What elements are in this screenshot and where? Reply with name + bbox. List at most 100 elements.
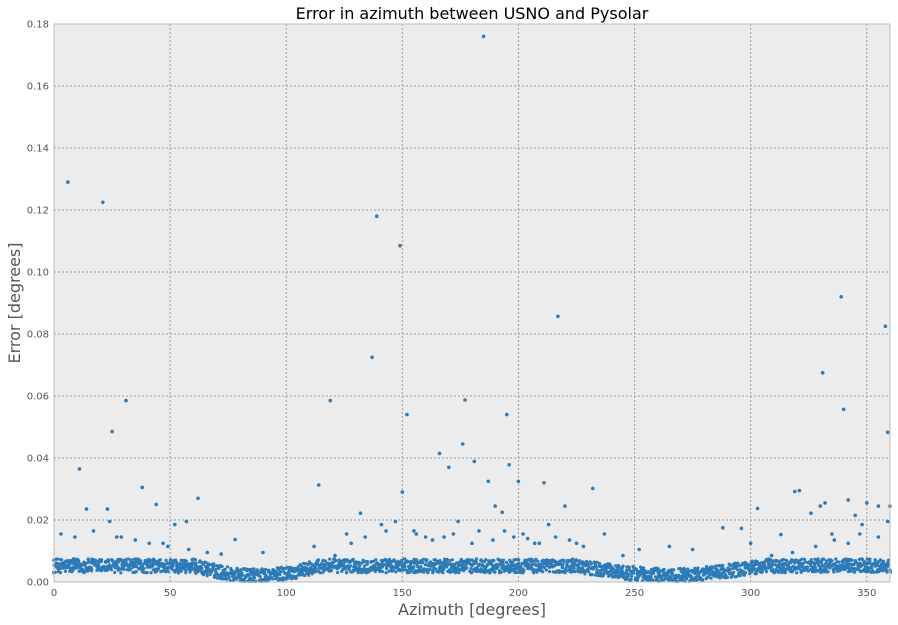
baseline-point: [783, 562, 788, 566]
baseline-point: [314, 567, 318, 571]
scatter-point: [398, 243, 402, 248]
baseline-point: [300, 569, 304, 573]
grid-lines: [54, 24, 890, 582]
baseline-point: [846, 564, 850, 569]
baseline-point: [518, 567, 522, 571]
baseline-point: [328, 557, 332, 561]
baseline-point: [474, 557, 479, 561]
scatter-point: [147, 541, 151, 546]
baseline-point: [548, 558, 552, 563]
scatter-point: [59, 532, 63, 536]
baseline-point: [142, 570, 146, 575]
scatter-point: [637, 547, 641, 552]
y-axis-title: Error [degrees]: [5, 243, 24, 364]
x-axis-title: Azimuth [degrees]: [398, 600, 546, 619]
baseline-point: [171, 564, 175, 568]
baseline-point: [134, 570, 138, 574]
baseline-point: [316, 559, 320, 563]
baseline-point: [476, 569, 480, 573]
baseline-point: [622, 571, 626, 575]
baseline-point: [708, 569, 712, 573]
scatter-point: [512, 535, 516, 539]
y-tick-label: 0.10: [27, 268, 49, 279]
baseline-point: [519, 564, 523, 568]
baseline-point: [771, 559, 775, 563]
baseline-point: [824, 559, 829, 563]
scatter-point: [110, 429, 114, 434]
baseline-point: [813, 565, 818, 570]
baseline-point: [817, 559, 821, 563]
baseline-point: [848, 569, 853, 573]
baseline-point: [536, 559, 540, 564]
baseline-point: [387, 569, 391, 573]
baseline-point: [873, 559, 877, 563]
baseline-point: [590, 573, 594, 577]
baseline-point: [731, 573, 735, 577]
baseline-point: [384, 571, 388, 575]
baseline-point: [163, 564, 167, 568]
scatter-point: [196, 496, 200, 501]
baseline-point: [501, 558, 506, 562]
baseline-point: [505, 560, 509, 565]
scatter-point: [521, 532, 525, 536]
scatter-point: [820, 371, 825, 375]
baseline-point: [773, 563, 777, 567]
scatter-point: [414, 532, 419, 536]
scatter-point: [502, 529, 507, 533]
baseline-point: [399, 568, 403, 572]
baseline-point: [471, 562, 475, 567]
baseline-point: [403, 557, 407, 561]
baseline-point: [695, 578, 699, 582]
baseline-point: [365, 559, 369, 564]
baseline-point: [445, 557, 449, 562]
baseline-point: [718, 576, 722, 580]
baseline-point: [156, 567, 161, 571]
scatter-point: [133, 538, 138, 542]
scatter-point: [667, 544, 672, 549]
baseline-point: [245, 569, 249, 573]
baseline-point: [639, 565, 643, 569]
baseline-point: [645, 574, 649, 579]
baseline-point: [714, 564, 718, 568]
baseline-point: [855, 561, 859, 565]
scatter-point: [107, 519, 112, 524]
baseline-point: [474, 560, 478, 564]
baseline-point: [119, 571, 123, 575]
baseline-point: [231, 569, 235, 573]
baseline-point: [175, 565, 179, 569]
baseline-point: [736, 568, 740, 572]
baseline-point: [735, 564, 739, 568]
baseline-point: [777, 562, 782, 566]
baseline-point: [205, 574, 209, 578]
baseline-point: [406, 560, 411, 564]
baseline-point: [428, 567, 432, 571]
baseline-point: [693, 566, 697, 571]
scatter-point: [91, 529, 96, 533]
baseline-point: [329, 568, 333, 572]
baseline-point: [885, 570, 889, 574]
baseline-point: [530, 563, 534, 567]
baseline-point: [544, 568, 548, 572]
baseline-point: [380, 570, 385, 574]
baseline-point: [193, 558, 197, 562]
baseline-point: [589, 562, 593, 566]
baseline-point: [308, 571, 312, 575]
baseline-point: [565, 563, 569, 567]
baseline-point: [184, 559, 189, 563]
scatter-point: [516, 479, 521, 484]
scatter-point: [344, 532, 349, 536]
baseline-point: [374, 558, 378, 562]
scatter-point: [832, 538, 837, 542]
baseline-point: [458, 563, 462, 568]
scatter-point: [813, 544, 818, 549]
scatter-point: [858, 532, 862, 536]
baseline-point: [641, 566, 646, 570]
baseline-point: [301, 561, 306, 566]
baseline-point: [517, 561, 521, 566]
baseline-point: [286, 576, 290, 580]
scatter-point: [472, 459, 477, 464]
baseline-point: [777, 570, 781, 575]
baseline-point: [208, 572, 212, 577]
baseline-point: [725, 575, 729, 579]
baseline-point: [779, 559, 783, 563]
